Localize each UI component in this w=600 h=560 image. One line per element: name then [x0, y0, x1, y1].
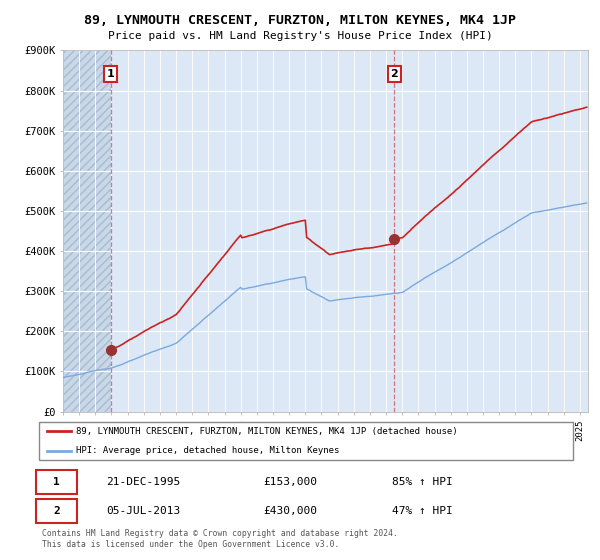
Text: 2: 2: [390, 69, 398, 79]
FancyBboxPatch shape: [39, 422, 574, 460]
Text: HPI: Average price, detached house, Milton Keynes: HPI: Average price, detached house, Milt…: [77, 446, 340, 455]
Text: Price paid vs. HM Land Registry's House Price Index (HPI): Price paid vs. HM Land Registry's House …: [107, 31, 493, 41]
Text: 2: 2: [53, 506, 60, 516]
Text: 85% ↑ HPI: 85% ↑ HPI: [392, 477, 453, 487]
Text: 1: 1: [107, 69, 115, 79]
Text: 1: 1: [53, 477, 60, 487]
Text: 89, LYNMOUTH CRESCENT, FURZTON, MILTON KEYNES, MK4 1JP: 89, LYNMOUTH CRESCENT, FURZTON, MILTON K…: [84, 14, 516, 27]
Text: £153,000: £153,000: [263, 477, 317, 487]
Text: Contains HM Land Registry data © Crown copyright and database right 2024.
This d: Contains HM Land Registry data © Crown c…: [42, 529, 398, 549]
Text: 89, LYNMOUTH CRESCENT, FURZTON, MILTON KEYNES, MK4 1JP (detached house): 89, LYNMOUTH CRESCENT, FURZTON, MILTON K…: [77, 427, 458, 436]
FancyBboxPatch shape: [36, 470, 77, 494]
Text: £430,000: £430,000: [263, 506, 317, 516]
FancyBboxPatch shape: [36, 499, 77, 524]
Text: 05-JUL-2013: 05-JUL-2013: [106, 506, 181, 516]
Text: 47% ↑ HPI: 47% ↑ HPI: [392, 506, 453, 516]
Text: 21-DEC-1995: 21-DEC-1995: [106, 477, 181, 487]
